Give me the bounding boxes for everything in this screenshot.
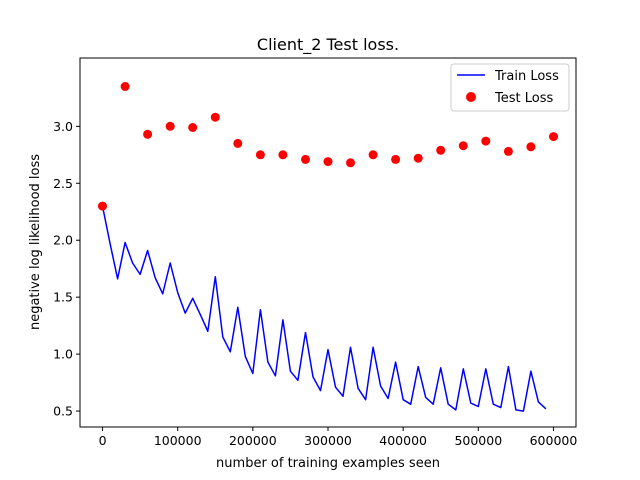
test-loss-point (481, 136, 491, 146)
test-loss-point (98, 201, 107, 211)
y-tick-label: 0.5 (53, 404, 73, 419)
test-loss-point (413, 153, 423, 163)
plot-area (98, 82, 558, 412)
test-loss-point (278, 150, 288, 160)
x-tick-label: 300000 (304, 433, 352, 448)
legend: Train Loss Test Loss (450, 63, 570, 112)
legend-test-swatch (466, 92, 476, 102)
y-tick-label: 1.0 (53, 347, 73, 362)
test-loss-point (436, 145, 446, 155)
test-loss-point (549, 132, 558, 142)
y-tick-label: 2.0 (53, 233, 73, 248)
legend-train-label: Train Loss (494, 69, 559, 84)
y-tick-label: 3.0 (53, 119, 73, 134)
y-axis-ticks: 0.5 1.0 1.5 2.0 2.5 3.0 (53, 119, 80, 419)
x-axis-label: number of training examples seen (216, 456, 440, 471)
test-loss-point (233, 138, 243, 148)
test-loss-point (526, 142, 536, 152)
test-loss-point (391, 154, 401, 164)
test-loss-point (120, 82, 130, 91)
test-loss-point (165, 121, 175, 131)
test-loss-point (255, 150, 265, 160)
legend-test-label: Test Loss (494, 91, 553, 106)
x-tick-label: 200000 (229, 433, 277, 448)
test-loss-point (368, 150, 378, 160)
test-loss-point (503, 146, 513, 156)
train-loss-line (101, 205, 547, 412)
test-loss-point (301, 154, 310, 164)
chart-title: Client_2 Test loss. (257, 35, 399, 55)
y-axis-label: negative log likelihood loss (28, 154, 43, 330)
x-tick-label: 600000 (530, 433, 578, 448)
x-tick-label: 100000 (154, 433, 202, 448)
axes-frame (79, 57, 577, 428)
x-tick-label: 0 (99, 433, 107, 448)
x-tick-label: 400000 (379, 433, 427, 448)
test-loss-point (323, 157, 333, 167)
x-axis-ticks: 0 100000 200000 300000 400000 500000 600000 (99, 427, 578, 448)
y-tick-label: 1.5 (53, 290, 73, 305)
test-loss-point (143, 129, 153, 139)
y-tick-label: 2.5 (53, 176, 73, 191)
test-loss-point (346, 158, 355, 168)
test-loss-point (458, 141, 468, 151)
x-tick-label: 500000 (454, 433, 502, 448)
test-loss-point (188, 123, 198, 132)
test-loss-points (98, 82, 558, 211)
test-loss-point (210, 112, 220, 122)
